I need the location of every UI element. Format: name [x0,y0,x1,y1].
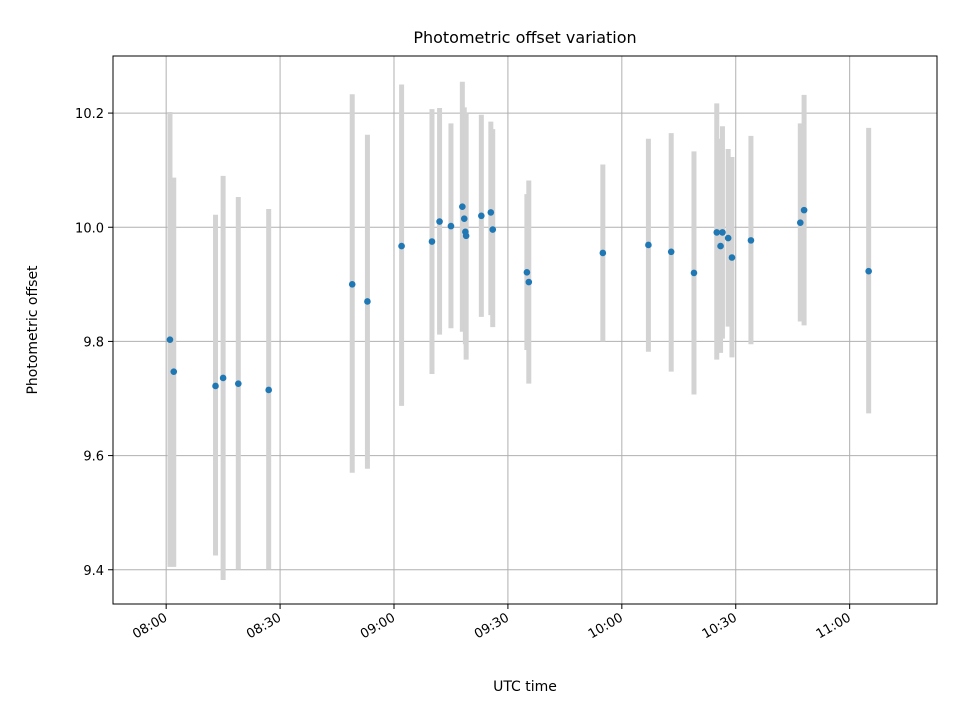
data-point [436,218,443,225]
data-point [265,386,272,394]
plot-frame [112,55,938,605]
y-axis: 9.4 9.6 9.8 10.0 10.2 [75,107,113,579]
data-point [525,278,533,286]
data-point [447,222,455,230]
y-tick-label: 9.8 [83,335,104,350]
data-point [478,212,485,220]
data-point [235,380,242,387]
data-point [728,254,736,261]
data-point [459,203,466,210]
data-point [487,209,495,216]
data-point [489,226,497,233]
data-point [398,242,405,250]
data-point [713,229,721,236]
data-point [667,248,675,256]
data-points [166,203,872,394]
data-point [364,298,371,305]
grid [113,56,937,604]
data-point [796,219,804,226]
y-axis-label: Photometric offset [25,265,41,395]
chart-title: Photometric offset variation [413,28,636,47]
data-point [212,382,219,390]
data-point [428,238,436,245]
y-tick-label: 9.6 [83,450,104,465]
x-axis-label: UTC time [493,679,557,695]
data-point [460,215,468,222]
data-point [599,249,607,257]
data-point [717,242,724,250]
data-point [523,269,531,276]
data-point [724,234,732,242]
data-point [348,281,356,288]
data-point [865,267,872,275]
data-point [170,368,178,375]
data-point [690,269,698,277]
data-point [747,237,755,244]
data-point [719,229,726,236]
data-point [462,232,470,240]
data-point [166,336,174,344]
data-point [645,241,652,249]
data-point [219,374,227,382]
y-tick-label: 10.0 [75,221,104,236]
data-point [800,206,808,214]
y-tick-label: 10.2 [75,107,104,122]
y-tick-label: 9.4 [83,564,104,579]
